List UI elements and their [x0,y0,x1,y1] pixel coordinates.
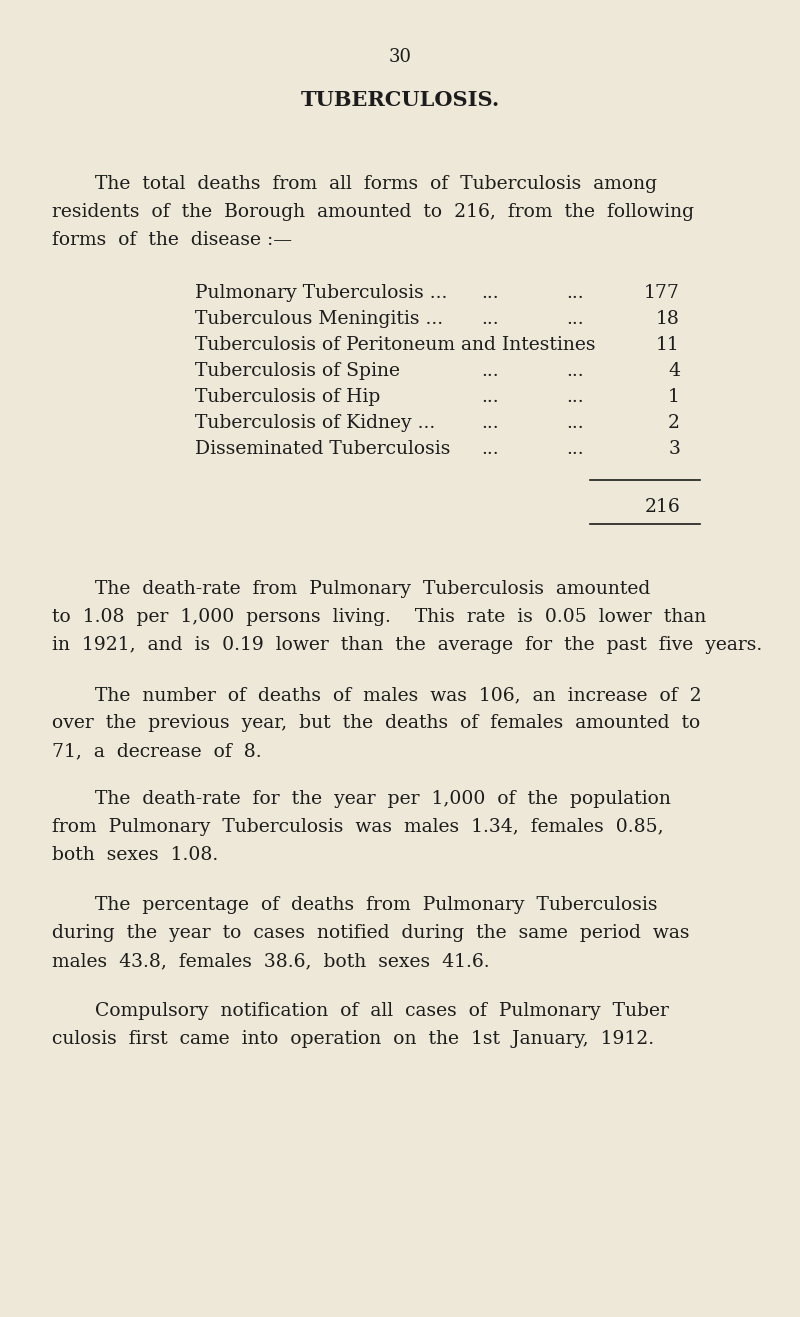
Text: The  number  of  deaths  of  males  was  106,  an  increase  of  2: The number of deaths of males was 106, a… [95,686,702,705]
Text: Tuberculosis of Kidney ...: Tuberculosis of Kidney ... [195,414,435,432]
Text: both  sexes  1.08.: both sexes 1.08. [52,846,218,864]
Text: The  death-rate  from  Pulmonary  Tuberculosis  amounted: The death-rate from Pulmonary Tuberculos… [95,579,650,598]
Text: Compulsory  notification  of  all  cases  of  Pulmonary  Tuber: Compulsory notification of all cases of … [95,1002,669,1019]
Text: ...: ... [566,414,584,432]
Text: 177: 177 [644,284,680,302]
Text: 1: 1 [668,389,680,406]
Text: forms  of  the  disease :—: forms of the disease :— [52,230,292,249]
Text: The  percentage  of  deaths  from  Pulmonary  Tuberculosis: The percentage of deaths from Pulmonary … [95,896,658,914]
Text: males  43.8,  females  38.6,  both  sexes  41.6.: males 43.8, females 38.6, both sexes 41.… [52,952,490,971]
Text: 3: 3 [668,440,680,458]
Text: ...: ... [481,414,499,432]
Text: ...: ... [566,440,584,458]
Text: Tuberculosis of Spine: Tuberculosis of Spine [195,362,400,381]
Text: 71,  a  decrease  of  8.: 71, a decrease of 8. [52,741,262,760]
Text: ...: ... [481,284,499,302]
Text: in  1921,  and  is  0.19  lower  than  the  average  for  the  past  five  years: in 1921, and is 0.19 lower than the aver… [52,636,762,655]
Text: ...: ... [481,309,499,328]
Text: TUBERCULOSIS.: TUBERCULOSIS. [300,90,500,111]
Text: ...: ... [566,362,584,381]
Text: ...: ... [566,309,584,328]
Text: over  the  previous  year,  but  the  deaths  of  females  amounted  to: over the previous year, but the deaths o… [52,714,700,732]
Text: culosis  first  came  into  operation  on  the  1st  January,  1912.: culosis first came into operation on the… [52,1030,654,1048]
Text: The  total  deaths  from  all  forms  of  Tuberculosis  among: The total deaths from all forms of Tuber… [95,175,657,194]
Text: Pulmonary Tuberculosis ...: Pulmonary Tuberculosis ... [195,284,447,302]
Text: from  Pulmonary  Tuberculosis  was  males  1.34,  females  0.85,: from Pulmonary Tuberculosis was males 1.… [52,818,664,836]
Text: ...: ... [566,284,584,302]
Text: to  1.08  per  1,000  persons  living.    This  rate  is  0.05  lower  than: to 1.08 per 1,000 persons living. This r… [52,608,706,626]
Text: Tuberculosis of Peritoneum and Intestines: Tuberculosis of Peritoneum and Intestine… [195,336,595,354]
Text: ...: ... [481,389,499,406]
Text: 216: 216 [644,498,680,516]
Text: 11: 11 [656,336,680,354]
Text: residents  of  the  Borough  amounted  to  216,  from  the  following: residents of the Borough amounted to 216… [52,203,694,221]
Text: 2: 2 [668,414,680,432]
Text: 4: 4 [668,362,680,381]
Text: ...: ... [481,362,499,381]
Text: Tuberculosis of Hip: Tuberculosis of Hip [195,389,380,406]
Text: ...: ... [566,389,584,406]
Text: 30: 30 [389,47,411,66]
Text: 18: 18 [656,309,680,328]
Text: The  death-rate  for  the  year  per  1,000  of  the  population: The death-rate for the year per 1,000 of… [95,790,671,809]
Text: during  the  year  to  cases  notified  during  the  same  period  was: during the year to cases notified during… [52,925,690,942]
Text: Disseminated Tuberculosis: Disseminated Tuberculosis [195,440,450,458]
Text: Tuberculous Meningitis ...: Tuberculous Meningitis ... [195,309,443,328]
Text: ...: ... [481,440,499,458]
